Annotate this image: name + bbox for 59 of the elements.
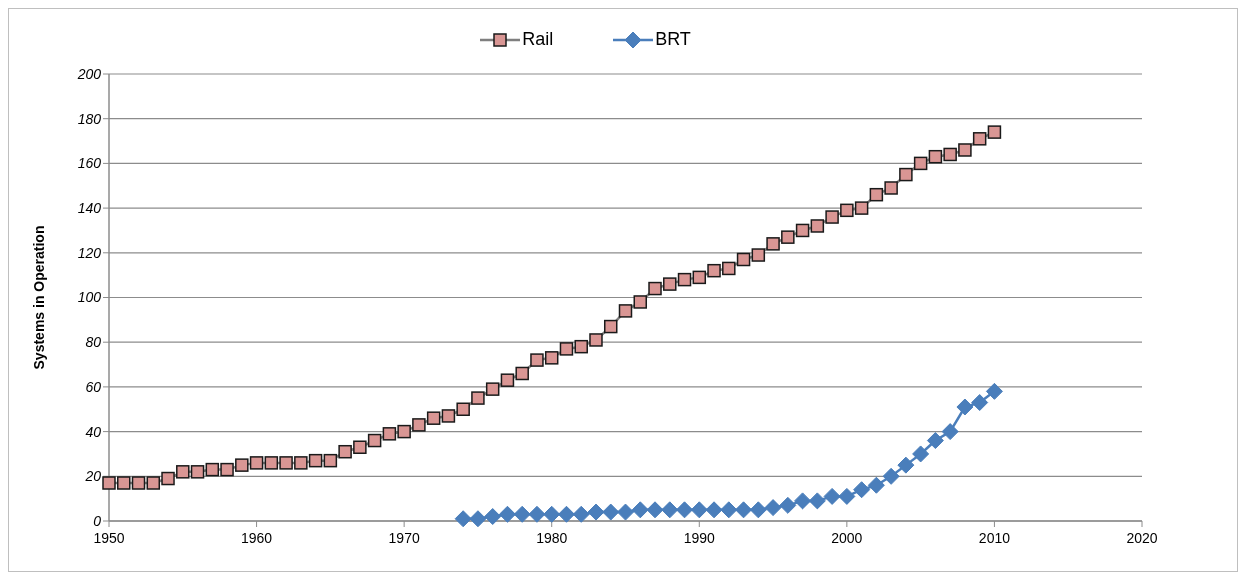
x-tick-label: 1980 bbox=[536, 529, 568, 546]
point bbox=[469, 510, 487, 528]
point bbox=[602, 503, 620, 521]
y-tick-label: 20 bbox=[84, 468, 102, 485]
point bbox=[956, 398, 974, 416]
point bbox=[867, 476, 885, 494]
point bbox=[985, 382, 1003, 400]
point bbox=[572, 505, 590, 523]
y-tick-label: 40 bbox=[85, 423, 102, 440]
point bbox=[631, 501, 649, 519]
y-tick-label: 120 bbox=[77, 244, 102, 261]
point bbox=[484, 508, 502, 526]
point bbox=[557, 505, 575, 523]
point bbox=[853, 481, 871, 499]
point bbox=[543, 505, 561, 523]
x-tick-label: 1990 bbox=[683, 529, 716, 546]
point bbox=[587, 503, 605, 521]
legend-label: BRT bbox=[655, 29, 691, 50]
y-tick-label: 140 bbox=[77, 200, 102, 217]
point bbox=[779, 496, 797, 514]
point bbox=[971, 394, 989, 412]
y-tick-label: 160 bbox=[77, 155, 102, 172]
point bbox=[912, 445, 930, 463]
point bbox=[823, 487, 841, 505]
point bbox=[528, 505, 546, 523]
point bbox=[513, 505, 531, 523]
x-tick-label: 2010 bbox=[978, 529, 1011, 546]
point bbox=[454, 510, 472, 528]
x-tick-label: 1960 bbox=[240, 529, 273, 546]
point bbox=[749, 501, 767, 519]
point bbox=[705, 501, 723, 519]
point bbox=[926, 432, 944, 450]
point bbox=[676, 501, 694, 519]
point bbox=[838, 487, 856, 505]
x-tick-label: 2000 bbox=[831, 529, 863, 546]
x-tick-label: 1950 bbox=[93, 529, 125, 546]
point bbox=[617, 503, 634, 521]
point bbox=[735, 501, 753, 519]
point bbox=[882, 467, 900, 485]
point bbox=[794, 492, 812, 510]
point bbox=[690, 501, 708, 519]
point bbox=[498, 505, 516, 523]
point bbox=[941, 423, 959, 441]
legend-label: Rail bbox=[522, 29, 554, 50]
y-tick-label: 0 bbox=[93, 512, 102, 529]
y-tick-label: 100 bbox=[77, 289, 102, 306]
point bbox=[720, 501, 738, 519]
y-tick-label: 60 bbox=[85, 378, 102, 395]
y-tick-label: 180 bbox=[77, 110, 102, 127]
x-tick-label: 1970 bbox=[388, 529, 420, 546]
point bbox=[661, 501, 679, 519]
point bbox=[808, 492, 826, 510]
point bbox=[897, 456, 915, 474]
point bbox=[646, 501, 664, 519]
y-axis-title: Systems in Operation bbox=[30, 225, 47, 370]
y-tick-label: 200 bbox=[76, 65, 102, 82]
y-tick-label: 80 bbox=[85, 334, 102, 351]
point bbox=[764, 499, 782, 517]
x-tick-label: 2020 bbox=[1126, 529, 1158, 546]
